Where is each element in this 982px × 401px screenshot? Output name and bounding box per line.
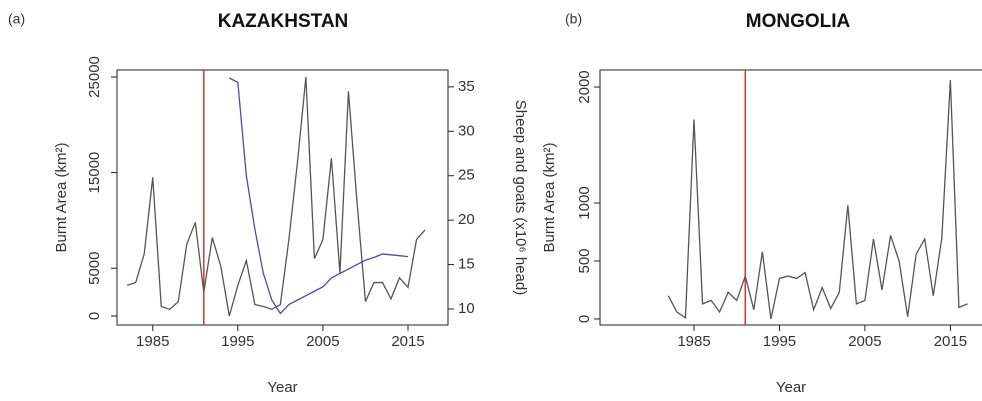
x-tick-label: 1985 — [677, 333, 710, 350]
y2-axis-label: Sheep and goats (x10⁶ head) — [512, 100, 529, 295]
x-tick-label: 2005 — [306, 333, 339, 350]
y2-tick-label: 20 — [458, 211, 475, 228]
y-tick-label: 0 — [576, 315, 593, 323]
data-line — [229, 77, 409, 315]
x-tick-label: 2005 — [848, 333, 881, 350]
y-tick-label: 0 — [86, 312, 103, 320]
data-line — [127, 76, 426, 317]
x-tick-label: 2015 — [934, 333, 967, 350]
panel-label: (b) — [565, 11, 582, 27]
y2-tick-label: 10 — [458, 300, 475, 317]
x-tick-label: 1995 — [763, 333, 796, 350]
x-axis-label: Year — [776, 379, 806, 396]
data-line — [667, 80, 968, 320]
y-tick-label: 2000 — [576, 70, 593, 103]
x-tick-label: 1995 — [221, 333, 254, 350]
plot-frame — [599, 69, 982, 326]
y-tick-label: 1000 — [576, 186, 593, 219]
y2-tick-label: 35 — [458, 78, 475, 95]
y-axis-label: Burnt Area (km²) — [541, 142, 558, 252]
chart-title: MONGOLIA — [746, 11, 851, 32]
y-tick-label: 25000 — [86, 56, 103, 98]
chart-title: KAZAKHSTAN — [218, 11, 349, 32]
y-tick-label: 15000 — [86, 152, 103, 194]
x-tick-label: 2015 — [391, 333, 424, 350]
y2-tick-label: 25 — [458, 167, 475, 184]
y2-tick-label: 30 — [458, 122, 475, 139]
y-tick-label: 500 — [576, 248, 593, 273]
y2-tick-label: 15 — [458, 256, 475, 273]
plot-frame — [116, 69, 449, 326]
y-tick-label: 5000 — [86, 252, 103, 285]
panel-label: (a) — [8, 11, 25, 27]
x-axis-label: Year — [267, 379, 297, 396]
y-axis-label: Burnt Area (km²) — [53, 142, 70, 252]
x-tick-label: 1985 — [136, 333, 169, 350]
